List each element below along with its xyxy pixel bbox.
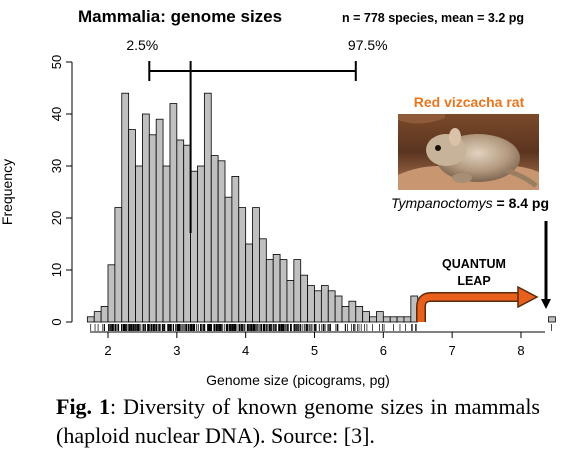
x-axis-label: Genome size (picograms, pg) bbox=[206, 372, 390, 388]
red-vizcacha-rat-photo bbox=[398, 114, 539, 190]
histogram-bar bbox=[190, 170, 198, 323]
histogram-bar bbox=[548, 316, 556, 323]
histogram-bar bbox=[245, 243, 253, 323]
histogram-bar bbox=[93, 311, 102, 323]
histogram-bar bbox=[320, 285, 329, 323]
histogram-bar bbox=[100, 305, 109, 323]
histogram-bar bbox=[307, 285, 315, 323]
histogram-bar bbox=[396, 316, 405, 323]
histogram-bar bbox=[162, 165, 171, 323]
histogram-bar bbox=[382, 316, 391, 323]
histogram-bar bbox=[155, 118, 164, 323]
histogram-bar bbox=[389, 316, 398, 323]
histogram-bar bbox=[86, 316, 95, 323]
interval-bracket: 2.5% 97.5% bbox=[126, 37, 388, 233]
histogram-bar bbox=[107, 264, 116, 323]
x-tick-label: 4 bbox=[242, 343, 249, 358]
y-tick-label: 50 bbox=[49, 55, 64, 69]
histogram-bar bbox=[279, 259, 288, 323]
species-common-name: Red vizcacha rat bbox=[414, 94, 525, 110]
figure-caption: Fig. 1: Diversity of known genome sizes … bbox=[56, 392, 540, 450]
histogram-bar bbox=[341, 305, 350, 323]
histogram-bar bbox=[259, 238, 267, 323]
y-tick-label: 0 bbox=[49, 318, 64, 325]
histogram-bar bbox=[176, 139, 185, 323]
species-genome-value: = 8.4 pg bbox=[493, 195, 549, 211]
histogram-bar bbox=[148, 134, 157, 323]
species-latin-name: Tympanoctomys bbox=[391, 195, 493, 211]
y-tick-label: 10 bbox=[49, 263, 64, 277]
histogram-bar bbox=[286, 279, 295, 323]
x-tick-label: 7 bbox=[449, 343, 456, 358]
x-tick-label: 6 bbox=[380, 343, 387, 358]
histogram-bar bbox=[203, 92, 212, 323]
histogram-bar bbox=[272, 253, 281, 323]
histogram-bar bbox=[348, 300, 357, 323]
histogram-bar bbox=[265, 259, 274, 323]
y-axis: 0 10 20 30 40 50 bbox=[49, 55, 73, 326]
histogram-bar bbox=[355, 305, 364, 323]
quantum-leap-arrow bbox=[416, 285, 539, 322]
caption-label: Fig. 1 bbox=[56, 394, 111, 419]
histogram-bar bbox=[217, 160, 226, 323]
chart-title: Mammalia: genome sizes bbox=[78, 7, 282, 26]
histogram-bar bbox=[376, 311, 384, 323]
histogram-bar bbox=[210, 155, 219, 323]
histogram-bar bbox=[135, 165, 143, 323]
interval-low-label: 2.5% bbox=[126, 37, 158, 53]
histogram-bar bbox=[238, 207, 247, 323]
x-tick-label: 3 bbox=[173, 343, 180, 358]
quantum-leap-line1: QUANTUM bbox=[442, 257, 506, 271]
histogram-bar bbox=[224, 196, 233, 323]
y-tick-label: 30 bbox=[49, 159, 64, 173]
histogram-bar bbox=[300, 274, 309, 323]
y-tick-label: 20 bbox=[49, 211, 64, 225]
rug-ticks bbox=[90, 324, 552, 331]
histogram-bar bbox=[231, 175, 240, 323]
caption-text: : Diversity of known genome sizes in mam… bbox=[56, 394, 540, 448]
x-tick-label: 8 bbox=[517, 343, 524, 358]
histogram-bar bbox=[169, 103, 178, 323]
x-tick-label: 2 bbox=[104, 343, 111, 358]
y-tick-label: 40 bbox=[49, 107, 64, 121]
histogram-bar bbox=[293, 259, 302, 323]
histogram-bar bbox=[183, 144, 191, 323]
histogram-bar bbox=[128, 129, 136, 323]
histogram-bar bbox=[197, 165, 205, 323]
histogram-bar bbox=[334, 295, 343, 323]
histogram-bar bbox=[403, 316, 412, 323]
chart-subtitle: n = 778 species, mean = 3.2 pg bbox=[342, 11, 524, 25]
histogram-bar bbox=[121, 92, 130, 323]
interval-high-label: 97.5% bbox=[348, 37, 388, 53]
histogram-bar bbox=[252, 207, 260, 323]
histogram-bar bbox=[327, 290, 336, 323]
histogram-bar bbox=[142, 113, 150, 323]
species-label: Tympanoctomys = 8.4 pg bbox=[391, 195, 549, 211]
histogram-bar bbox=[362, 311, 370, 323]
histogram-bar bbox=[369, 316, 377, 323]
genome-size-histogram: Mammalia: genome sizes n = 778 species, … bbox=[0, 7, 556, 388]
histogram-bar bbox=[114, 207, 123, 323]
x-tick-label: 5 bbox=[311, 343, 318, 358]
quantum-leap-line2: LEAP bbox=[457, 274, 490, 288]
histogram-bar bbox=[314, 290, 322, 323]
y-axis-label: Frequency bbox=[0, 159, 15, 225]
x-axis: 2 3 4 5 6 7 8 bbox=[90, 331, 545, 358]
histogram-bars bbox=[86, 92, 556, 323]
